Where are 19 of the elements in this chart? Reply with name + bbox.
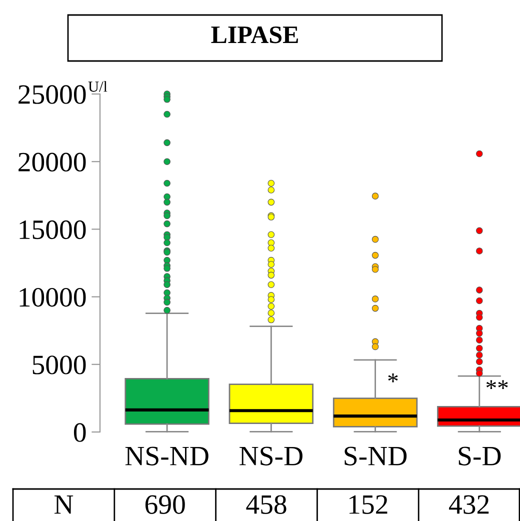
x-tick-label: S-ND <box>344 446 407 466</box>
x-tick-label: NS-ND <box>125 446 208 466</box>
y-tick-label: 5000 <box>32 356 86 374</box>
text: 690 <box>145 495 185 514</box>
text: 152 <box>350 495 388 514</box>
text: 458 <box>246 495 286 514</box>
y-tick-label: 10000 <box>20 288 86 307</box>
y-tick-label: 15000 <box>20 220 86 240</box>
chart-title: LIPASE <box>211 26 298 44</box>
x-tick-label: S-D <box>458 446 501 466</box>
text: 432 <box>449 495 489 514</box>
text: N <box>54 495 74 514</box>
y-axis-title: U/l <box>88 81 108 92</box>
y-tick-label: 25000 <box>18 85 86 104</box>
x-tick-label: NS-D <box>240 446 302 466</box>
annotation: * <box>388 374 398 382</box>
y-tick-label: 20000 <box>18 152 86 172</box>
annotation: ** <box>486 380 508 389</box>
y-tick-label: 0 <box>74 423 86 442</box>
